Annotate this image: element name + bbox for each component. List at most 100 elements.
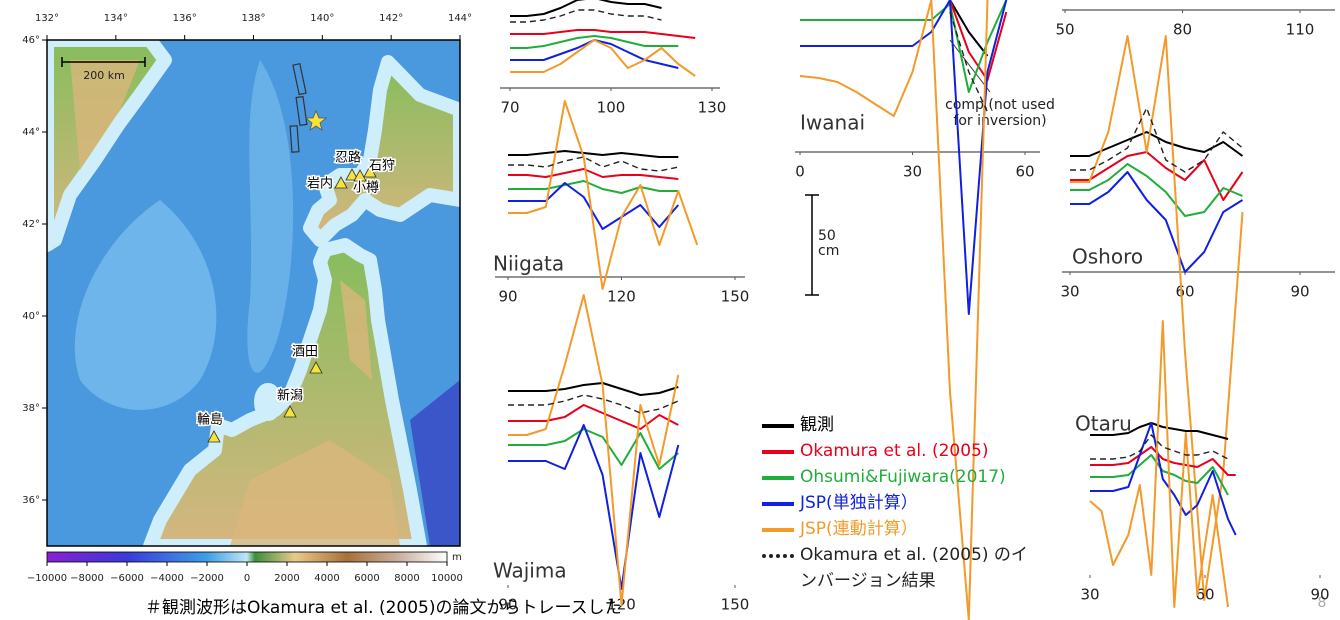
legend-item: 観測 xyxy=(762,412,1052,438)
colorbar-tick-label: −6000 xyxy=(110,573,144,584)
shallow-sea xyxy=(74,200,217,410)
legend-label: JSP(連動計算） xyxy=(800,519,918,539)
waveform xyxy=(510,29,696,39)
annotation: comp.(not used xyxy=(945,97,1055,113)
fault-model xyxy=(289,62,308,153)
waveform xyxy=(510,35,679,49)
legend-label: Ohsumi&Fujiwara(2017) xyxy=(800,467,1006,487)
waveform xyxy=(1070,107,1243,173)
x-tick-label: 60 xyxy=(1175,283,1194,301)
waveform xyxy=(508,180,679,194)
map-x-tick-label: 132° xyxy=(35,13,59,24)
colorbar-tick-label: 2000 xyxy=(274,573,299,584)
panel-title: Iwanai xyxy=(800,111,865,135)
x-tick-label: 50 xyxy=(1055,21,1074,39)
map-scale xyxy=(61,57,146,67)
x-tick-label: 30 xyxy=(1080,586,1099,604)
waveform xyxy=(508,168,679,180)
map-y-tick-label: 44° xyxy=(22,127,40,138)
colorbar-unit: m xyxy=(452,552,462,563)
waveform xyxy=(1070,151,1244,201)
panel-title: Oshoro xyxy=(1072,245,1143,269)
waveform xyxy=(508,150,679,158)
panel-title: Niigata xyxy=(493,252,564,276)
station-marker xyxy=(334,176,348,189)
legend-item: JSP(連動計算） xyxy=(762,516,1052,542)
legend-swatch xyxy=(762,528,794,532)
map-y-tick-label: 42° xyxy=(22,219,40,230)
legend-label: JSP(単独計算） xyxy=(800,493,918,513)
station-label: 忍路 xyxy=(335,150,361,166)
x-tick-label: 90 xyxy=(1310,586,1329,604)
x-tick-label: 130 xyxy=(698,99,727,117)
shallow-sea xyxy=(247,60,294,373)
waveform xyxy=(508,294,680,606)
map-x-tick-label: 134° xyxy=(104,13,128,24)
map: 200 km xyxy=(47,40,460,546)
x-tick-label: 120 xyxy=(607,288,636,306)
waveform xyxy=(1070,171,1244,273)
map-y-tick-label: 38° xyxy=(22,403,40,414)
x-tick-label: 150 xyxy=(721,596,750,614)
x-tick-label: 60 xyxy=(1015,163,1034,181)
station-marker xyxy=(363,165,377,178)
map-x-tick-label: 144° xyxy=(448,13,472,24)
scale-bar-value: 50 xyxy=(818,228,836,244)
map-x-tick-label: 136° xyxy=(173,13,197,24)
station-marker xyxy=(353,169,367,182)
legend-item: Ohsumi&Fujiwara(2017) xyxy=(762,464,1052,490)
x-tick-label: 90 xyxy=(498,596,517,614)
x-tick-label: 0 xyxy=(795,163,805,181)
footnote: ＃観測波形はOkamura et al. (2005)の論文からトレースした xyxy=(145,598,622,618)
fault xyxy=(295,95,308,126)
panel-title: Wajima xyxy=(493,559,567,583)
highland xyxy=(70,60,400,546)
fault xyxy=(289,125,300,153)
x-tick-label: 30 xyxy=(1060,283,1079,301)
legend-item: Okamura et al. (2005) xyxy=(762,438,1052,464)
waveform xyxy=(800,0,1008,315)
page-number: 8 xyxy=(1318,595,1327,611)
waveform xyxy=(508,382,679,396)
sado xyxy=(254,383,282,421)
waveform xyxy=(1089,320,1229,608)
colorbar-tick-label: 8000 xyxy=(394,573,419,584)
map-x-tick-label: 142° xyxy=(379,13,403,24)
waveform xyxy=(510,9,662,23)
fault xyxy=(292,62,307,96)
waveform xyxy=(1070,131,1244,157)
waveform xyxy=(508,404,679,430)
map-x-tick-label: 140° xyxy=(310,13,334,24)
x-tick-label: 150 xyxy=(721,288,750,306)
legend: 観測 Okamura et al. (2005) Ohsumi&Fujiwara(2… xyxy=(762,412,1062,594)
x-tick-label: 30 xyxy=(903,163,922,181)
waveform xyxy=(949,11,989,113)
waveform xyxy=(1090,434,1229,460)
annotation-leader xyxy=(949,39,991,93)
colorbar xyxy=(46,551,448,563)
scale-bar-unit: cm xyxy=(818,243,839,259)
x-tick-label: 60 xyxy=(1195,586,1214,604)
colorbar-tick-label: −8000 xyxy=(70,573,104,584)
station-marker xyxy=(309,361,323,374)
legend-label: Okamura et al. (2005) のインバージョン結果 xyxy=(800,545,1028,591)
x-tick-label: 110 xyxy=(1286,21,1315,39)
colorbar-tick-label: 4000 xyxy=(314,573,339,584)
map-y-tick-label: 46° xyxy=(22,35,40,46)
station-label: 新潟 xyxy=(277,388,303,404)
colorbar-tick-label: 0 xyxy=(244,573,250,584)
x-tick-label: 70 xyxy=(500,99,519,117)
map-x-tick-label: 138° xyxy=(241,13,265,24)
waveform xyxy=(508,424,680,590)
waveform xyxy=(1090,422,1237,536)
map-y-tick-label: 36° xyxy=(22,495,40,506)
epicenter xyxy=(304,109,328,131)
colorbar-tick-label: −2000 xyxy=(190,573,224,584)
station-marker xyxy=(345,168,359,181)
colorbar-tick-label: −10000 xyxy=(27,573,67,584)
waveform xyxy=(508,100,699,290)
legend-swatch xyxy=(762,554,794,558)
station-label: 岩内 xyxy=(307,176,333,192)
waveform xyxy=(1070,35,1244,601)
